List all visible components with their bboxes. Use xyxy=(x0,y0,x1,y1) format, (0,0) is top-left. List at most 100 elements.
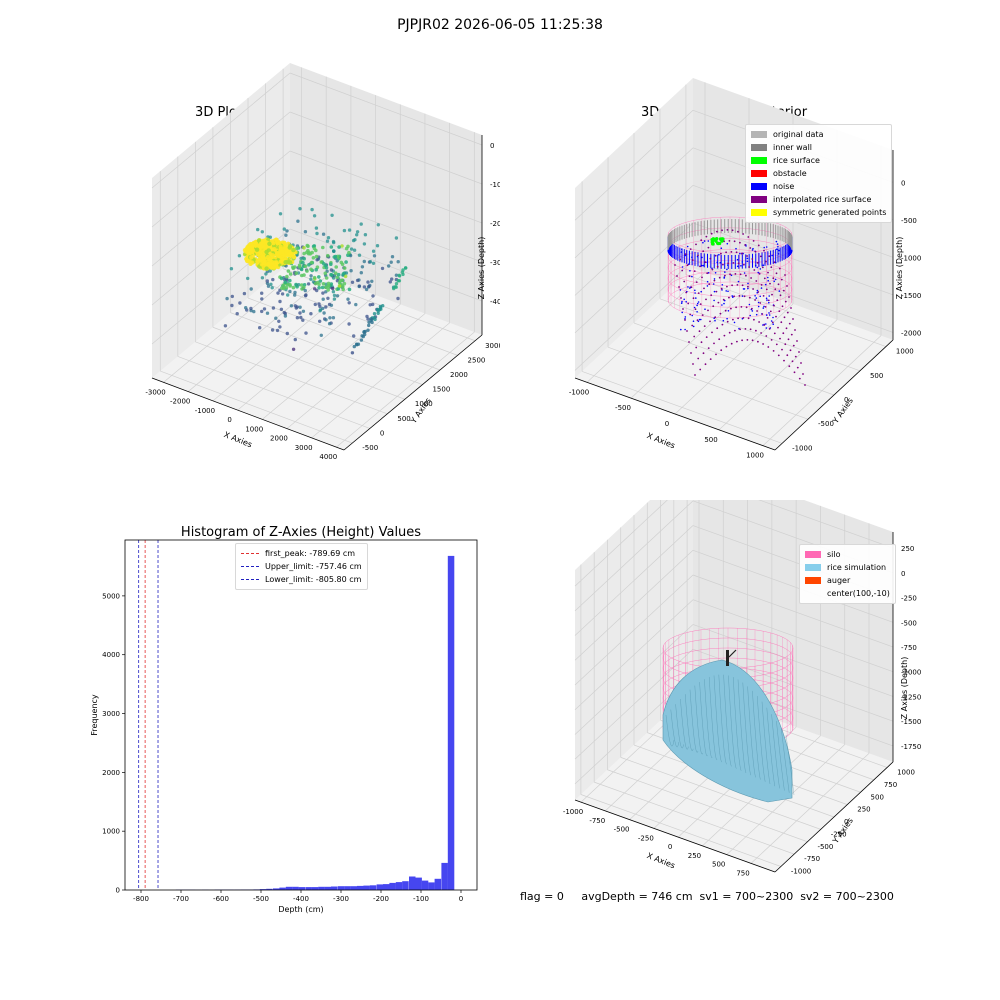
interp-point xyxy=(699,368,702,371)
noise-point xyxy=(765,314,768,316)
data-point xyxy=(394,285,398,289)
interp-point xyxy=(796,340,798,342)
z-tick-label: 0 xyxy=(901,570,905,578)
interp-point xyxy=(746,339,749,341)
x-tick-label: 0 xyxy=(668,843,672,851)
noise-point xyxy=(765,327,768,329)
data-point xyxy=(326,253,330,258)
data-point xyxy=(396,260,400,264)
x-tick-label: 0 xyxy=(665,420,669,428)
interp-point xyxy=(751,258,754,260)
x-tick-label: 3000 xyxy=(295,444,313,452)
data-point xyxy=(341,287,346,292)
grid-line xyxy=(151,189,291,306)
data-point xyxy=(361,334,365,339)
z-tick-label: 0 xyxy=(490,142,494,150)
noise-point xyxy=(752,247,754,250)
data-point xyxy=(249,255,254,260)
y-tick-label: 500 xyxy=(871,793,884,801)
data-point xyxy=(304,331,308,335)
interp-point xyxy=(749,296,751,299)
interp-point xyxy=(697,357,700,360)
interp-point xyxy=(750,277,752,279)
grid-line xyxy=(758,500,894,549)
data-point xyxy=(338,279,343,283)
interp-point xyxy=(782,289,785,292)
y-tick-label: -1000 xyxy=(792,444,812,452)
interp-point xyxy=(773,261,776,264)
data-point xyxy=(268,235,272,239)
data-point xyxy=(342,228,347,233)
interp-point xyxy=(726,285,728,288)
interp-point xyxy=(699,303,702,305)
axes-box: -3000-2000-100001000200030004000-5000500… xyxy=(145,63,500,461)
interp-point xyxy=(734,329,736,332)
data-point xyxy=(301,309,306,313)
interp-point xyxy=(804,384,806,386)
noise-point xyxy=(680,328,682,331)
noise-point xyxy=(760,287,763,289)
interp-point xyxy=(707,347,710,349)
interp-point xyxy=(722,263,724,266)
legend-label: auger xyxy=(827,576,851,585)
y-axis-line xyxy=(343,334,483,451)
y-tick-label: 1000 xyxy=(102,828,120,836)
mesh-line xyxy=(709,676,718,760)
grid-line xyxy=(151,72,291,189)
data-point xyxy=(357,253,362,257)
data-point xyxy=(293,265,297,269)
data-point xyxy=(340,244,344,248)
histogram-bar xyxy=(421,880,429,890)
data-point xyxy=(362,259,366,264)
data-point xyxy=(249,306,253,311)
interp-point xyxy=(769,282,771,285)
data-point xyxy=(278,325,282,329)
interp-point xyxy=(786,354,789,357)
legend-entry: Lower_limit: -805.80 cm xyxy=(241,573,362,586)
y-tick-label: 0 xyxy=(380,429,384,437)
data-point xyxy=(365,314,369,319)
noise-point xyxy=(755,297,758,299)
data-point xyxy=(309,274,313,278)
interp-point xyxy=(751,339,754,342)
interp-point xyxy=(723,240,725,243)
noise-point xyxy=(727,290,729,293)
panel-raw-data: 3D Plot of Silo Interior(row data)-3000-… xyxy=(0,0,500,500)
x-axis-label: X Axies xyxy=(646,431,677,450)
auger-marker xyxy=(726,650,729,666)
z-tick-label: -3000 xyxy=(490,259,500,267)
noise-point xyxy=(696,311,698,313)
interp-point xyxy=(692,363,694,365)
interp-point xyxy=(686,330,688,332)
z-tick-label: 250 xyxy=(901,545,914,553)
data-point xyxy=(312,244,317,248)
interp-point xyxy=(763,324,766,326)
data-point xyxy=(321,232,326,236)
interp-point xyxy=(738,295,741,297)
interp-point xyxy=(746,255,748,257)
histogram-bar xyxy=(344,886,351,890)
grid-line xyxy=(692,574,894,648)
interp-point xyxy=(761,266,764,269)
interp-point xyxy=(784,343,787,346)
interp-point xyxy=(755,329,757,332)
interp-point xyxy=(777,326,779,329)
data-point xyxy=(275,328,280,333)
grid-line xyxy=(692,222,894,296)
noise-point xyxy=(722,319,725,322)
y-tick-label: 500 xyxy=(397,415,410,423)
plot-frame xyxy=(124,539,478,891)
data-point xyxy=(280,292,285,296)
interp-point xyxy=(724,309,727,312)
noise-point xyxy=(706,285,709,287)
mesh-line xyxy=(781,727,790,793)
noise-point xyxy=(718,253,720,256)
data-point xyxy=(355,233,359,237)
data-point xyxy=(387,264,391,268)
interp-point xyxy=(784,274,786,276)
data-point xyxy=(344,260,348,264)
interp-point xyxy=(733,295,735,298)
data-point xyxy=(270,328,275,332)
interp-point xyxy=(681,269,684,272)
legend-entry: noise xyxy=(751,180,886,193)
